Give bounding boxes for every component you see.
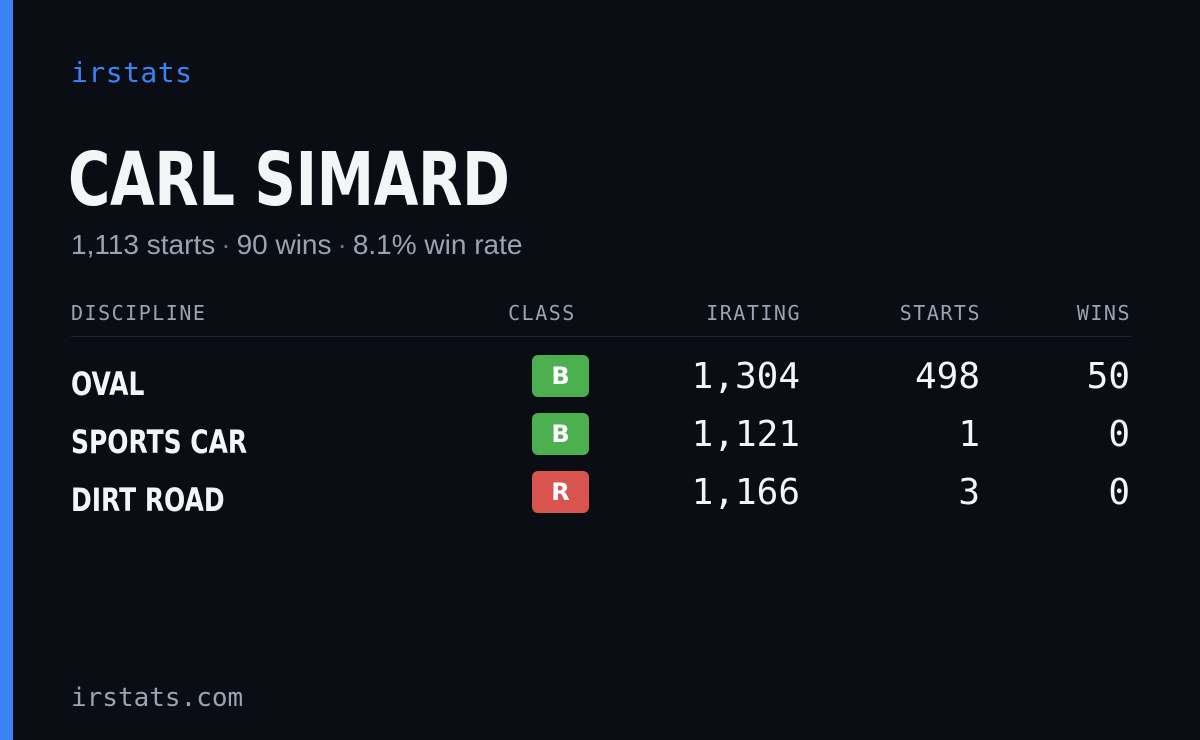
row-wins: 50 xyxy=(1086,356,1130,397)
header-wins: WINS xyxy=(1076,301,1131,325)
table-row: OVAL B 1,304 498 50 xyxy=(71,353,1131,411)
row-irating: 1,121 xyxy=(691,414,800,455)
driver-summary: 1,113 starts · 90 wins · 8.1% win rate xyxy=(71,228,522,262)
row-starts: 1 xyxy=(958,414,980,455)
summary-separator: · xyxy=(337,229,347,260)
summary-win-rate: 8.1% win rate xyxy=(352,229,523,260)
row-starts: 498 xyxy=(914,356,980,397)
summary-wins: 90 wins xyxy=(236,229,332,260)
header-discipline: DISCIPLINE xyxy=(71,301,207,325)
row-wins: 0 xyxy=(1108,414,1130,455)
driver-name: CARL SIMARD xyxy=(68,137,510,223)
row-irating: 1,304 xyxy=(691,356,800,397)
class-badge: B xyxy=(532,355,589,397)
accent-bar xyxy=(0,0,13,740)
table-row: SPORTS CAR B 1,121 1 0 xyxy=(71,411,1131,469)
class-badge: R xyxy=(532,471,589,513)
header-starts: STARTS xyxy=(899,301,981,325)
row-discipline: OVAL xyxy=(71,365,145,403)
summary-starts: 1,113 starts xyxy=(71,229,216,260)
header-irating: IRATING xyxy=(706,301,801,325)
row-irating: 1,166 xyxy=(691,472,800,513)
row-discipline: SPORTS CAR xyxy=(71,423,248,461)
row-wins: 0 xyxy=(1108,472,1130,513)
brand-logo: irstats xyxy=(71,56,193,89)
row-discipline: DIRT ROAD xyxy=(71,481,225,519)
table-row: DIRT ROAD R 1,166 3 0 xyxy=(71,469,1131,527)
footer-site-url: irstats.com xyxy=(71,683,244,713)
row-starts: 3 xyxy=(958,472,980,513)
stats-table: DISCIPLINE CLASS IRATING STARTS WINS OVA… xyxy=(71,296,1131,527)
header-class: CLASS xyxy=(508,301,576,325)
class-badge: B xyxy=(532,413,589,455)
table-header: DISCIPLINE CLASS IRATING STARTS WINS xyxy=(71,296,1131,337)
table-body: OVAL B 1,304 498 50 SPORTS CAR B 1,121 1… xyxy=(71,353,1131,527)
summary-separator: · xyxy=(221,229,231,260)
